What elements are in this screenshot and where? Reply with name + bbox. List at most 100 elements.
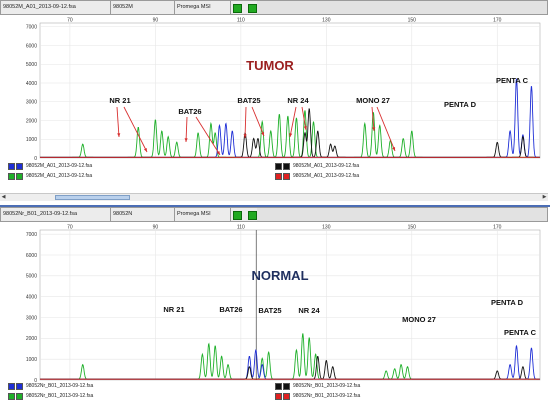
y-tick-label: 7000	[26, 232, 37, 238]
y-tick-label: 1000	[26, 357, 37, 363]
sample-name-field[interactable]: 98052N	[111, 208, 175, 221]
x-tick-label: 110	[237, 18, 245, 24]
arrow-head	[117, 133, 121, 137]
marker-label: PENTA C	[504, 328, 537, 337]
y-tick-label: 2000	[26, 336, 37, 342]
annotation-arrow	[251, 106, 265, 137]
legend-swatch-secondary	[16, 383, 23, 390]
sample-name-field[interactable]: 98052M	[111, 1, 175, 14]
x-tick-label: 70	[67, 225, 73, 231]
legend-swatch-secondary	[16, 163, 23, 170]
legend-swatch-primary	[275, 383, 282, 390]
file-name-field[interactable]: 98052M_A01_2013-09-12.fsa	[1, 1, 111, 14]
y-tick-label: 0	[34, 156, 37, 162]
arrow-head	[143, 148, 147, 152]
legend-swatch-primary	[8, 383, 15, 390]
legend-entry[interactable]: 98052Nr_B01_2013-09-12.fsa	[8, 382, 93, 391]
annotation-arrow	[289, 106, 297, 138]
legend-entry[interactable]: 98052Nr_B01_2013-09-12.fsa	[8, 392, 93, 401]
tumor-electropherogram: 70 90 110 130 150 170 0 1000 2000 3000 4000 5000 600…	[26, 18, 541, 162]
legend-swatch-primary	[275, 393, 282, 400]
green-square-icon[interactable]	[248, 211, 257, 220]
legend-swatch-primary	[8, 163, 15, 170]
marker-label: BAT26	[219, 305, 242, 314]
legend-label: 98052Nr_B01_2013-09-12.fsa	[26, 383, 94, 389]
marker-label: BAT26	[178, 107, 201, 116]
legend-label: 98052M_A01_2013-09-12.fsa	[293, 163, 360, 169]
arrow-head	[216, 151, 220, 155]
legend-swatch-primary	[275, 163, 282, 170]
kit-name-field[interactable]: Promega MSI	[175, 208, 231, 221]
green-square-icon[interactable]	[233, 4, 242, 13]
marker-label: PENTA C	[496, 76, 529, 85]
panel-divider[interactable]	[0, 205, 550, 207]
annotation-arrow	[185, 116, 188, 143]
annotation-arrow	[376, 106, 396, 152]
y-tick-label: 2000	[26, 118, 37, 124]
x-tick-label: 170	[493, 225, 502, 231]
horizontal-scrollbar[interactable]: ◀ ▶	[0, 193, 548, 201]
legend-swatch-secondary	[16, 173, 23, 180]
green-square-icon[interactable]	[233, 211, 242, 220]
file-name-field[interactable]: 98052Nr_B01_2013-09-12.fsa	[1, 208, 111, 221]
arrow-head	[261, 132, 265, 136]
legend-entry[interactable]: 98052M_A01_2013-09-12.fsa	[275, 162, 359, 171]
legend-label: 98052Nr_B01_2013-09-12.fsa	[26, 393, 94, 399]
y-tick-label: 3000	[26, 315, 37, 321]
normal-panel: 98052Nr_B01_2013-09-12.fsa 98052N Promeg…	[0, 207, 550, 414]
scrollbar-thumb[interactable]	[55, 195, 130, 200]
legend-swatch-secondary	[283, 163, 290, 170]
y-tick-label: 6000	[26, 253, 37, 259]
annotation-arrow	[371, 106, 375, 132]
legend-entry[interactable]: 98052M_A01_2013-09-12.fsa	[275, 172, 359, 181]
y-tick-label: 5000	[26, 274, 37, 280]
tumor-panel: 98052M_A01_2013-09-12.fsa 98052M Promega…	[0, 0, 550, 207]
kit-name-field[interactable]: Promega MSI	[175, 1, 231, 14]
y-tick-label: 0	[34, 378, 37, 382]
marker-label: PENTA D	[491, 298, 524, 307]
scroll-right-icon[interactable]: ▶	[542, 194, 547, 200]
legend-label: 98052M_A01_2013-09-12.fsa	[293, 173, 360, 179]
arrow-head	[184, 138, 188, 142]
marker-label: NR 21	[109, 96, 130, 105]
legend-swatch-secondary	[283, 393, 290, 400]
y-tick-label: 6000	[26, 43, 37, 49]
legend-swatch-primary	[8, 393, 15, 400]
y-tick-label: 7000	[26, 25, 37, 31]
legend-swatch-secondary	[283, 383, 290, 390]
x-tick-label: 130	[322, 225, 331, 231]
legend-swatch-secondary	[16, 393, 23, 400]
y-tick-label: 4000	[26, 81, 37, 87]
scroll-left-icon[interactable]: ◀	[1, 194, 6, 200]
x-tick-label: 170	[493, 18, 502, 24]
legend-entry[interactable]: 98052M_A01_2013-09-12.fsa	[8, 172, 92, 181]
legend-entry[interactable]: 98052Nr_B01_2013-09-12.fsa	[275, 382, 360, 391]
tumor-legend: 98052M_A01_2013-09-12.fsa 98052M_A01_201…	[0, 162, 550, 206]
annotation-arrow	[116, 106, 120, 138]
annotation-arrow	[301, 106, 307, 131]
legend-entry[interactable]: 98052M_A01_2013-09-12.fsa	[8, 162, 92, 171]
sample-label: TUMOR	[246, 58, 294, 73]
marker-label: BAT25	[237, 96, 260, 105]
green-square-icon[interactable]	[248, 4, 257, 13]
marker-label: BAT25	[258, 306, 281, 315]
panel-header: 98052M_A01_2013-09-12.fsa 98052M Promega…	[0, 0, 548, 15]
x-tick-label: 130	[322, 18, 331, 24]
legend-label: 98052M_A01_2013-09-12.fsa	[26, 163, 93, 169]
x-tick-label: 90	[153, 18, 159, 24]
arrow-head	[392, 147, 396, 151]
x-tick-label: 70	[67, 18, 73, 24]
legend-entry[interactable]: 98052Nr_B01_2013-09-12.fsa	[275, 392, 360, 401]
y-tick-label: 3000	[26, 100, 37, 106]
x-tick-label: 150	[408, 225, 417, 231]
legend-label: 98052Nr_B01_2013-09-12.fsa	[293, 383, 361, 389]
x-tick-label: 90	[153, 225, 159, 231]
marker-label: MONO 27	[356, 96, 390, 105]
legend-swatch-primary	[8, 173, 15, 180]
arrow-head	[243, 134, 247, 138]
header-spacer	[257, 208, 547, 221]
plot-area	[39, 22, 541, 159]
normal-electropherogram: 70 90 110 130 150 170 0 1000 2000 3000 4000 5000 600…	[26, 225, 541, 382]
plot-area	[39, 229, 541, 381]
annotation-arrow	[195, 116, 221, 156]
